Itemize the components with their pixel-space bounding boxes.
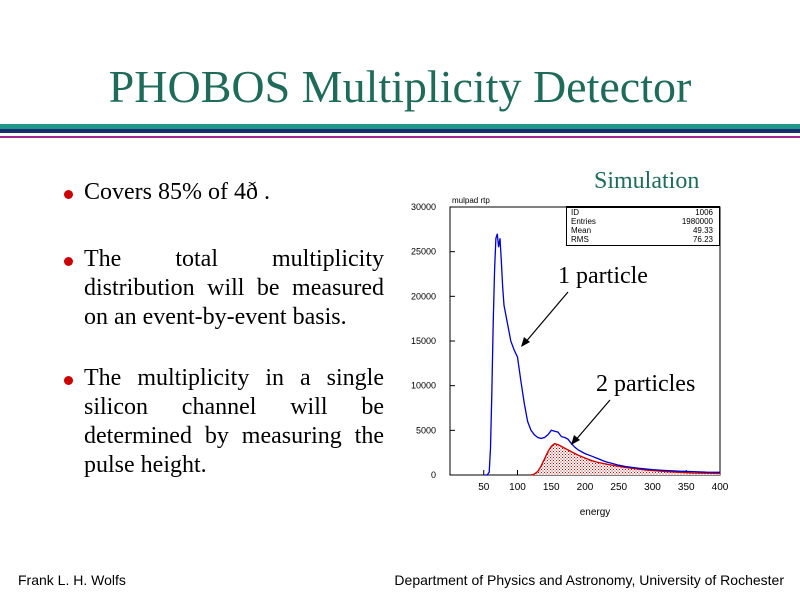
x-tick-label: 200 (577, 482, 594, 493)
footer-author: Frank L. H. Wolfs (18, 572, 126, 588)
x-tick-label: 400 (712, 482, 729, 493)
x-axis-label: energy (580, 507, 611, 518)
title-rule-purple (0, 136, 800, 138)
y-tick-label: 10000 (411, 381, 436, 391)
y-tick-label: 5000 (416, 425, 436, 435)
bullet-dot-icon (64, 190, 73, 199)
x-tick-label: 50 (478, 482, 490, 493)
bullet-text: Covers 85% of 4ð . (84, 179, 270, 205)
bullet-dot-icon (64, 257, 73, 266)
stats-row: Entries 1980000 (571, 217, 713, 226)
stats-box: ID 1006 Entries 1980000 Mean 49.33 RMS 76.23 (566, 206, 720, 246)
bullet-list: Covers 85% of 4ð . The total multiplicit… (64, 178, 384, 508)
footer-affiliation: Department of Physics and Astronomy, Uni… (394, 572, 784, 588)
y-tick-label: 15000 (411, 336, 436, 346)
bullet-item: The total multiplicity distribution will… (64, 245, 384, 332)
y-tick-label: 0 (431, 470, 436, 480)
two-particle-line (530, 442, 721, 476)
x-tick-label: 100 (509, 482, 526, 493)
slide-title: PHOBOS Multiplicity Detector (108, 61, 692, 112)
y-tick-label: 20000 (411, 291, 436, 301)
y-tick-label: 30000 (411, 202, 436, 212)
y-tick-label: 25000 (411, 247, 436, 257)
bullet-dot-icon (64, 376, 73, 385)
x-tick-label: 150 (543, 482, 560, 493)
simulation-label: Simulation (594, 168, 700, 194)
two-particle-area (531, 443, 720, 475)
x-tick-label: 350 (678, 482, 695, 493)
annotation-two-particles: 2 particles (596, 371, 696, 397)
chart-title: mulpad rtp (452, 196, 490, 205)
stats-row: Mean 49.33 (571, 226, 713, 235)
stats-row: RMS 76.23 (571, 235, 713, 244)
bullet-item: The multiplicity in a single silicon cha… (64, 364, 384, 480)
histogram-chart: 0 5000 10000 15000 20000 25000 30000 50 100 150 20… (411, 196, 729, 518)
title-rule-navy (0, 129, 800, 133)
total-distribution-line (483, 233, 721, 476)
title-rule-teal (0, 124, 800, 129)
x-tick-label: 250 (610, 482, 627, 493)
bullet-item: Covers 85% of 4ð . (64, 178, 384, 207)
stats-row: ID 1006 (571, 208, 713, 217)
x-tick-label: 300 (644, 482, 661, 493)
annotation-one-particle: 1 particle (558, 263, 648, 289)
bullet-text: The total multiplicity distribution will… (84, 246, 384, 330)
bullet-text: The multiplicity in a single silicon cha… (84, 365, 384, 478)
